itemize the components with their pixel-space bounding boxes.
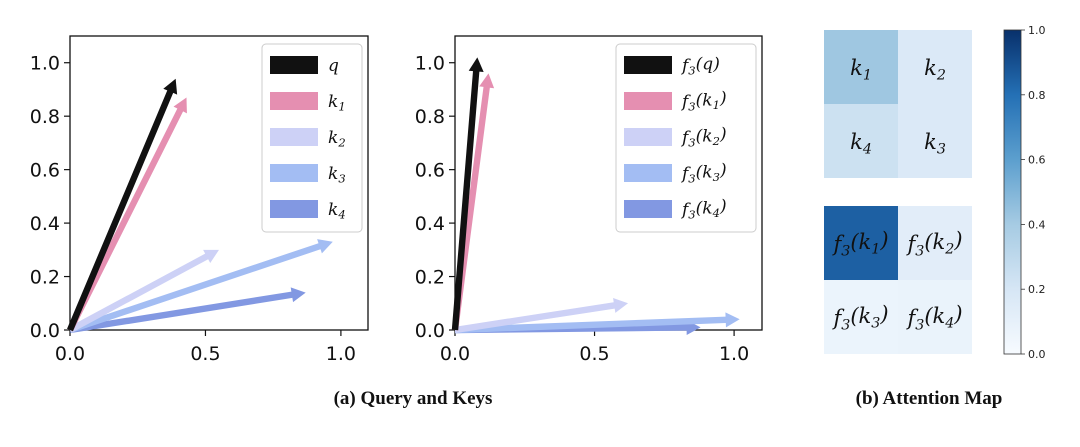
- legend-swatch: [624, 56, 672, 74]
- colorbar-tick-label: 0.2: [1028, 283, 1046, 296]
- x-tick-label: 0.5: [190, 343, 220, 365]
- legend-swatch: [624, 200, 672, 218]
- legend-swatch: [270, 56, 318, 74]
- y-tick-label: 0.0: [415, 320, 445, 342]
- legend-label: f3(q): [680, 54, 720, 77]
- y-tick-label: 0.8: [30, 106, 60, 128]
- x-tick-label: 0.0: [440, 343, 470, 365]
- y-tick-label: 1.0: [30, 53, 60, 75]
- y-tick-label: 1.0: [415, 53, 445, 75]
- vector-arrow-f3-q: [452, 57, 484, 330]
- legend-label: f3(k3): [680, 161, 727, 186]
- colorbar-tick-label: 1.0: [1028, 24, 1046, 37]
- x-tick-label: 1.0: [719, 343, 749, 365]
- colorbar-tick-label: 0.0: [1028, 348, 1046, 361]
- legend-swatch: [270, 92, 318, 110]
- colorbar-tick-label: 0.6: [1028, 154, 1046, 167]
- y-tick-label: 0.2: [415, 267, 445, 289]
- legend-swatch: [270, 200, 318, 218]
- y-tick-label: 0.0: [30, 320, 60, 342]
- legend-label: f3(k2): [680, 125, 727, 150]
- x-tick-label: 0.5: [579, 343, 609, 365]
- legend-swatch: [624, 128, 672, 146]
- legend-swatch: [624, 164, 672, 182]
- transformed-query-keys-plot: 0.0 0.5 1.0 0.0 0.2 0.4 0.6 0.8 1.0 f3(q) f3(k1) f3…: [415, 36, 762, 365]
- y-tick-label: 0.4: [30, 213, 60, 235]
- colorbar-tick-label: 0.8: [1028, 89, 1046, 102]
- caption-query-and-keys: (a) Query and Keys: [334, 388, 493, 409]
- y-tick-label: 0.6: [30, 160, 60, 182]
- y-tick-label: 0.2: [30, 267, 60, 289]
- legend-label: q: [328, 56, 339, 76]
- legend-swatch: [270, 128, 318, 146]
- legend-swatch: [624, 92, 672, 110]
- y-tick-label: 0.4: [415, 213, 445, 235]
- colorbar: [1004, 30, 1021, 354]
- y-tick-label: 0.8: [415, 106, 445, 128]
- x-tick-label: 1.0: [326, 343, 356, 365]
- vector-arrow-q: [67, 79, 177, 331]
- colorbar-tick-label: 0.4: [1028, 218, 1046, 231]
- caption-attention-map: (b) Attention Map: [856, 388, 1003, 409]
- legend-label: f3(k1): [680, 89, 727, 114]
- y-tick-label: 0.6: [415, 160, 445, 182]
- legend-swatch: [270, 164, 318, 182]
- x-tick-label: 0.0: [55, 343, 85, 365]
- legend-label: f3(k4): [680, 197, 727, 222]
